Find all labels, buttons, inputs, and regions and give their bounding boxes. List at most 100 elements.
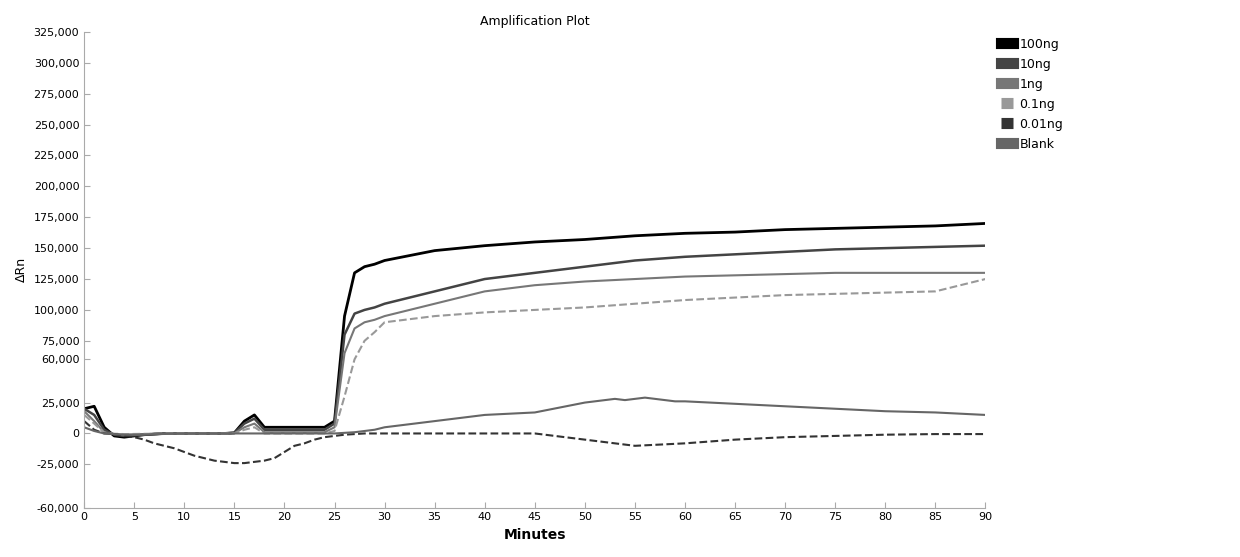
1ng: [428, 300, 443, 307]
10ng: [267, 427, 281, 433]
0.1ng: [828, 291, 843, 297]
1ng: [286, 429, 301, 436]
0.1ng: [978, 276, 993, 282]
1ng: [578, 278, 593, 285]
0.01ng: [317, 434, 332, 441]
1ng: [357, 319, 372, 326]
Blank: [247, 430, 262, 437]
100ng: [627, 232, 642, 239]
0.1ng: [308, 430, 322, 437]
0.1ng: [177, 430, 192, 437]
1ng: [878, 270, 893, 276]
1ng: [227, 430, 242, 437]
1ng: [277, 429, 291, 436]
1ng: [126, 431, 141, 438]
10ng: [317, 427, 332, 433]
0.01ng: [247, 458, 262, 465]
0.1ng: [156, 430, 171, 437]
100ng: [777, 226, 792, 233]
1ng: [728, 272, 743, 278]
0.01ng: [107, 431, 122, 437]
1ng: [146, 431, 161, 437]
0.01ng: [327, 433, 342, 439]
100ng: [477, 242, 492, 249]
10ng: [77, 405, 92, 412]
10ng: [728, 251, 743, 258]
1ng: [677, 273, 692, 280]
10ng: [978, 242, 993, 249]
1ng: [527, 282, 542, 289]
100ng: [337, 312, 352, 319]
100ng: [146, 431, 161, 437]
1ng: [136, 431, 151, 438]
1ng: [97, 429, 112, 436]
100ng: [167, 430, 182, 437]
10ng: [357, 306, 372, 313]
100ng: [77, 405, 92, 412]
1ng: [377, 312, 392, 319]
1ng: [327, 424, 342, 431]
1ng: [347, 325, 362, 332]
10ng: [187, 430, 202, 437]
100ng: [286, 424, 301, 431]
10ng: [337, 331, 352, 338]
Legend: 100ng, 10ng, 1ng, 0.1ng, 0.01ng, Blank: 100ng, 10ng, 1ng, 0.1ng, 0.01ng, Blank: [1001, 38, 1063, 150]
0.1ng: [428, 312, 443, 319]
Blank: [608, 395, 622, 402]
100ng: [327, 418, 342, 424]
10ng: [107, 431, 122, 438]
0.1ng: [207, 430, 222, 437]
0.1ng: [298, 430, 312, 437]
10ng: [156, 430, 171, 437]
0.01ng: [978, 431, 993, 437]
10ng: [247, 416, 262, 422]
1ng: [337, 350, 352, 356]
Y-axis label: ΔRn: ΔRn: [15, 257, 29, 282]
100ng: [728, 229, 743, 236]
0.1ng: [187, 430, 202, 437]
100ng: [428, 247, 443, 254]
Line: Blank: Blank: [84, 398, 986, 434]
0.1ng: [578, 304, 593, 311]
0.1ng: [357, 338, 372, 344]
100ng: [136, 431, 151, 438]
Blank: [77, 424, 92, 431]
0.1ng: [117, 431, 131, 437]
0.01ng: [227, 460, 242, 466]
10ng: [428, 288, 443, 295]
0.1ng: [227, 430, 242, 437]
0.1ng: [928, 288, 942, 295]
0.01ng: [187, 452, 202, 459]
1ng: [187, 430, 202, 437]
10ng: [828, 246, 843, 253]
100ng: [187, 430, 202, 437]
1ng: [217, 430, 232, 437]
0.1ng: [97, 429, 112, 436]
100ng: [317, 424, 332, 431]
Blank: [637, 394, 652, 401]
0.1ng: [87, 420, 102, 427]
1ng: [257, 429, 272, 436]
10ng: [347, 310, 362, 317]
100ng: [197, 430, 212, 437]
1ng: [207, 430, 222, 437]
100ng: [347, 270, 362, 276]
1ng: [247, 420, 262, 427]
1ng: [77, 408, 92, 414]
0.1ng: [327, 428, 342, 434]
1ng: [298, 429, 312, 436]
0.01ng: [337, 431, 352, 438]
100ng: [126, 433, 141, 439]
Title: Amplification Plot: Amplification Plot: [480, 15, 589, 28]
1ng: [267, 429, 281, 436]
X-axis label: Minutes: Minutes: [503, 528, 565, 542]
0.1ng: [777, 292, 792, 299]
10ng: [928, 243, 942, 250]
0.01ng: [527, 430, 542, 437]
0.1ng: [367, 329, 382, 335]
10ng: [286, 427, 301, 433]
0.1ng: [728, 294, 743, 301]
10ng: [298, 427, 312, 433]
0.1ng: [347, 356, 362, 363]
0.01ng: [257, 457, 272, 464]
